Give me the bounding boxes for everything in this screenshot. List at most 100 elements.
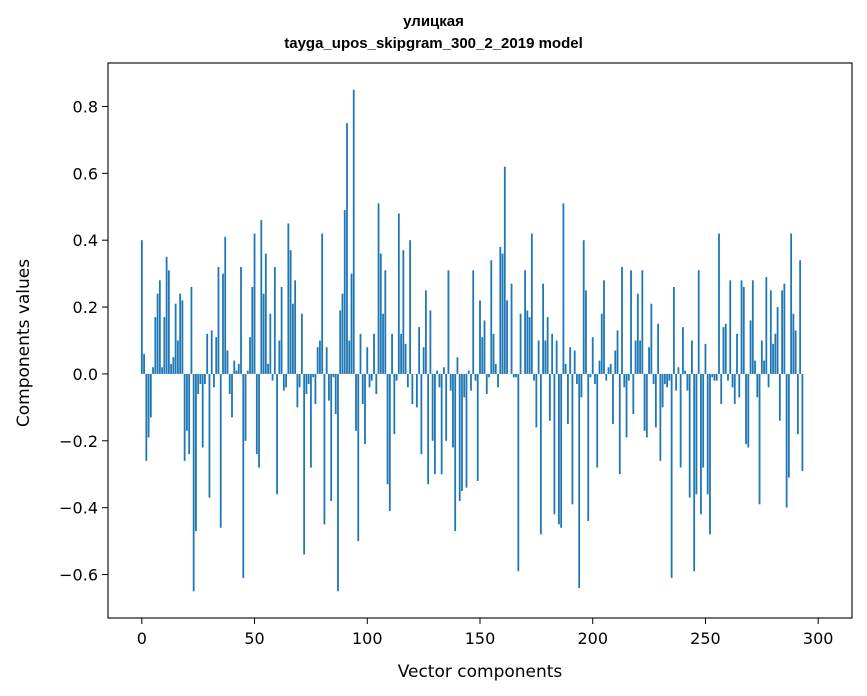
bar-268: [745, 373, 747, 445]
bar-139: [454, 373, 457, 532]
bar-13: [170, 363, 173, 374]
x-tick-label: 100: [352, 629, 383, 648]
bar-147: [472, 270, 475, 374]
bar-285: [783, 283, 786, 374]
y-axis-label: Components values: [14, 259, 34, 427]
bar-188: [564, 363, 567, 374]
bar-127: [427, 373, 430, 485]
bar-84: [330, 373, 333, 501]
bar-38: [226, 350, 229, 374]
bar-164: [510, 283, 513, 374]
bar-97: [359, 333, 362, 374]
bar-258: [722, 327, 725, 374]
bar-10: [163, 317, 166, 374]
bar-96: [357, 373, 360, 542]
bar-245: [693, 373, 696, 572]
bar-240: [682, 327, 684, 374]
bar-290: [794, 330, 797, 374]
bar-113: [395, 373, 398, 381]
bar-291: [796, 373, 799, 435]
bar-17: [179, 293, 182, 374]
bar-92: [348, 340, 351, 374]
bar-21: [188, 373, 191, 455]
bar-197: [585, 290, 587, 374]
bar-112: [393, 373, 396, 435]
bar-194: [578, 373, 581, 588]
bar-89: [341, 293, 344, 374]
bar-233: [666, 373, 669, 388]
bar-36: [222, 273, 224, 374]
y-tick-label: 0.0: [73, 365, 98, 384]
bar-275: [760, 340, 763, 374]
bar-12: [167, 270, 170, 374]
bar-249: [702, 373, 705, 468]
bar-78: [316, 347, 319, 374]
bar-232: [663, 373, 666, 384]
bar-87: [337, 373, 339, 592]
bar-176: [537, 340, 540, 374]
bar-85: [332, 373, 335, 378]
bar-167: [517, 373, 520, 572]
bar-281: [774, 333, 777, 374]
bar-248: [700, 373, 702, 515]
bar-49: [251, 287, 254, 374]
bar-25: [197, 373, 200, 394]
bar-103: [373, 333, 375, 374]
bar-175: [535, 373, 538, 428]
bar-274: [758, 373, 761, 505]
bar-153: [485, 373, 488, 394]
bar-152: [483, 320, 486, 374]
bar-208: [609, 363, 612, 374]
bar-212: [618, 373, 621, 475]
bar-31: [210, 330, 213, 374]
bar-287: [787, 373, 790, 478]
bar-133: [440, 373, 443, 475]
bar-58: [271, 373, 274, 381]
bar-0: [140, 240, 143, 374]
bar-11: [165, 256, 168, 374]
bar-166: [515, 373, 517, 378]
bar-29: [206, 333, 209, 374]
bar-107: [382, 313, 384, 374]
bar-288: [790, 233, 793, 374]
x-tick-label: 300: [803, 629, 834, 648]
bar-282: [776, 307, 779, 374]
bar-157: [494, 363, 497, 374]
bar-101: [368, 373, 371, 388]
bar-149: [476, 373, 479, 481]
bar-171: [526, 310, 529, 374]
bar-185: [558, 373, 560, 525]
bar-27: [201, 373, 204, 448]
bar-270: [749, 320, 752, 374]
bar-135: [445, 373, 448, 441]
bar-24: [195, 373, 197, 532]
bar-8: [158, 280, 161, 374]
bar-109: [386, 373, 389, 485]
bar-23: [192, 373, 195, 592]
bar-154: [488, 373, 490, 378]
bar-117: [404, 343, 407, 374]
bar-235: [670, 373, 673, 578]
bar-115: [400, 333, 402, 374]
bar-266: [740, 280, 743, 374]
bar-284: [781, 290, 784, 374]
bar-47: [246, 370, 249, 374]
bar-148: [474, 373, 477, 381]
bar-114: [397, 213, 400, 374]
bar-183: [553, 373, 556, 515]
bar-250: [704, 343, 707, 374]
bar-3: [147, 373, 150, 438]
bar-187: [562, 203, 565, 374]
bar-269: [747, 373, 750, 448]
bar-190: [569, 347, 572, 374]
bar-15: [174, 303, 177, 374]
bar-98: [361, 373, 364, 405]
bar-106: [379, 253, 382, 374]
bar-46: [244, 373, 247, 441]
bar-65: [287, 223, 290, 374]
y-tick-label: 0.2: [73, 298, 98, 317]
bar-215: [625, 373, 628, 438]
bar-228: [654, 373, 657, 428]
bar-146: [470, 373, 472, 391]
